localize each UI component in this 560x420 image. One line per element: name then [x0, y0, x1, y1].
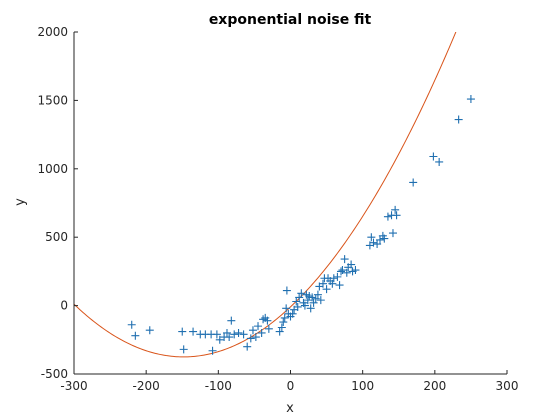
data-point	[340, 255, 349, 264]
data-point	[383, 212, 392, 221]
y-tick-label: 0	[60, 299, 68, 313]
data-point	[189, 327, 198, 336]
data-point	[409, 178, 418, 187]
data-point	[295, 293, 304, 302]
data-point	[335, 281, 344, 290]
data-point	[369, 238, 378, 247]
data-point	[208, 346, 217, 355]
x-tick-label: -200	[133, 379, 160, 393]
data-point	[329, 274, 338, 283]
data-point	[178, 327, 187, 336]
data-point	[225, 333, 234, 342]
data-point	[254, 322, 263, 331]
data-point	[322, 285, 331, 294]
data-point	[234, 328, 243, 337]
data-point	[259, 315, 268, 324]
x-tick-label: 100	[351, 379, 374, 393]
y-tick-label: 1500	[37, 93, 68, 107]
data-point	[466, 95, 475, 104]
data-point	[347, 260, 356, 269]
data-point	[179, 345, 188, 354]
data-point	[318, 279, 327, 288]
data-point	[351, 266, 360, 275]
data-point	[230, 330, 239, 339]
y-tick-label: -500	[41, 367, 68, 381]
data-point	[342, 268, 351, 277]
data-point	[282, 304, 291, 313]
data-point	[337, 267, 346, 276]
data-point	[313, 290, 322, 299]
data-point	[300, 301, 309, 310]
data-point	[127, 320, 136, 329]
x-tick-label: -300	[60, 379, 87, 393]
data-point	[275, 327, 284, 336]
data-point	[375, 235, 384, 244]
data-point	[131, 331, 140, 340]
y-tick-label: 500	[45, 230, 68, 244]
data-point	[280, 313, 289, 322]
x-axis-label: x	[286, 401, 294, 416]
data-point	[227, 316, 236, 325]
x-tick-label: 0	[287, 379, 295, 393]
data-point	[303, 296, 312, 305]
data-point	[311, 294, 320, 303]
fit-line	[74, 32, 457, 358]
data-point	[246, 334, 255, 343]
x-tick-label: -100	[205, 379, 232, 393]
data-point	[388, 229, 397, 238]
data-point	[373, 240, 382, 249]
data-point	[435, 157, 444, 166]
data-point	[145, 326, 154, 335]
chart-title: exponential noise fit	[209, 12, 372, 28]
data-point	[392, 211, 401, 220]
data-point	[243, 342, 252, 351]
data-point	[288, 309, 297, 318]
data-point	[380, 234, 389, 243]
data-point	[239, 330, 248, 339]
y-tick-label: 1000	[37, 162, 68, 176]
y-tick-label: 2000	[37, 25, 68, 39]
data-point	[297, 289, 306, 298]
data-point	[429, 152, 438, 161]
data-point	[215, 335, 224, 344]
x-tick-label: 200	[423, 379, 446, 393]
data-point	[309, 298, 318, 307]
data-point	[293, 302, 302, 311]
data-point	[333, 272, 342, 281]
data-point	[338, 266, 347, 275]
data-point	[308, 293, 317, 302]
data-point	[277, 323, 286, 332]
data-point	[367, 233, 376, 242]
data-point	[251, 333, 260, 342]
data-point	[222, 328, 231, 337]
data-point	[212, 330, 221, 339]
x-tick-label: 300	[496, 379, 519, 393]
data-point	[328, 279, 337, 288]
data-point	[306, 304, 315, 313]
data-point	[257, 328, 266, 337]
data-point	[263, 316, 272, 325]
data-point	[454, 115, 463, 124]
data-point	[264, 324, 273, 333]
data-point	[279, 318, 288, 327]
data-point	[391, 205, 400, 214]
data-point	[316, 296, 325, 305]
data-point	[282, 286, 291, 295]
plot-area: -300 -200 -100 0 100 200 300 -500 0 500 1000 1500 20…	[37, 25, 519, 393]
y-axis-label: y	[13, 198, 28, 206]
data-point	[248, 326, 257, 335]
data-point	[292, 297, 301, 306]
